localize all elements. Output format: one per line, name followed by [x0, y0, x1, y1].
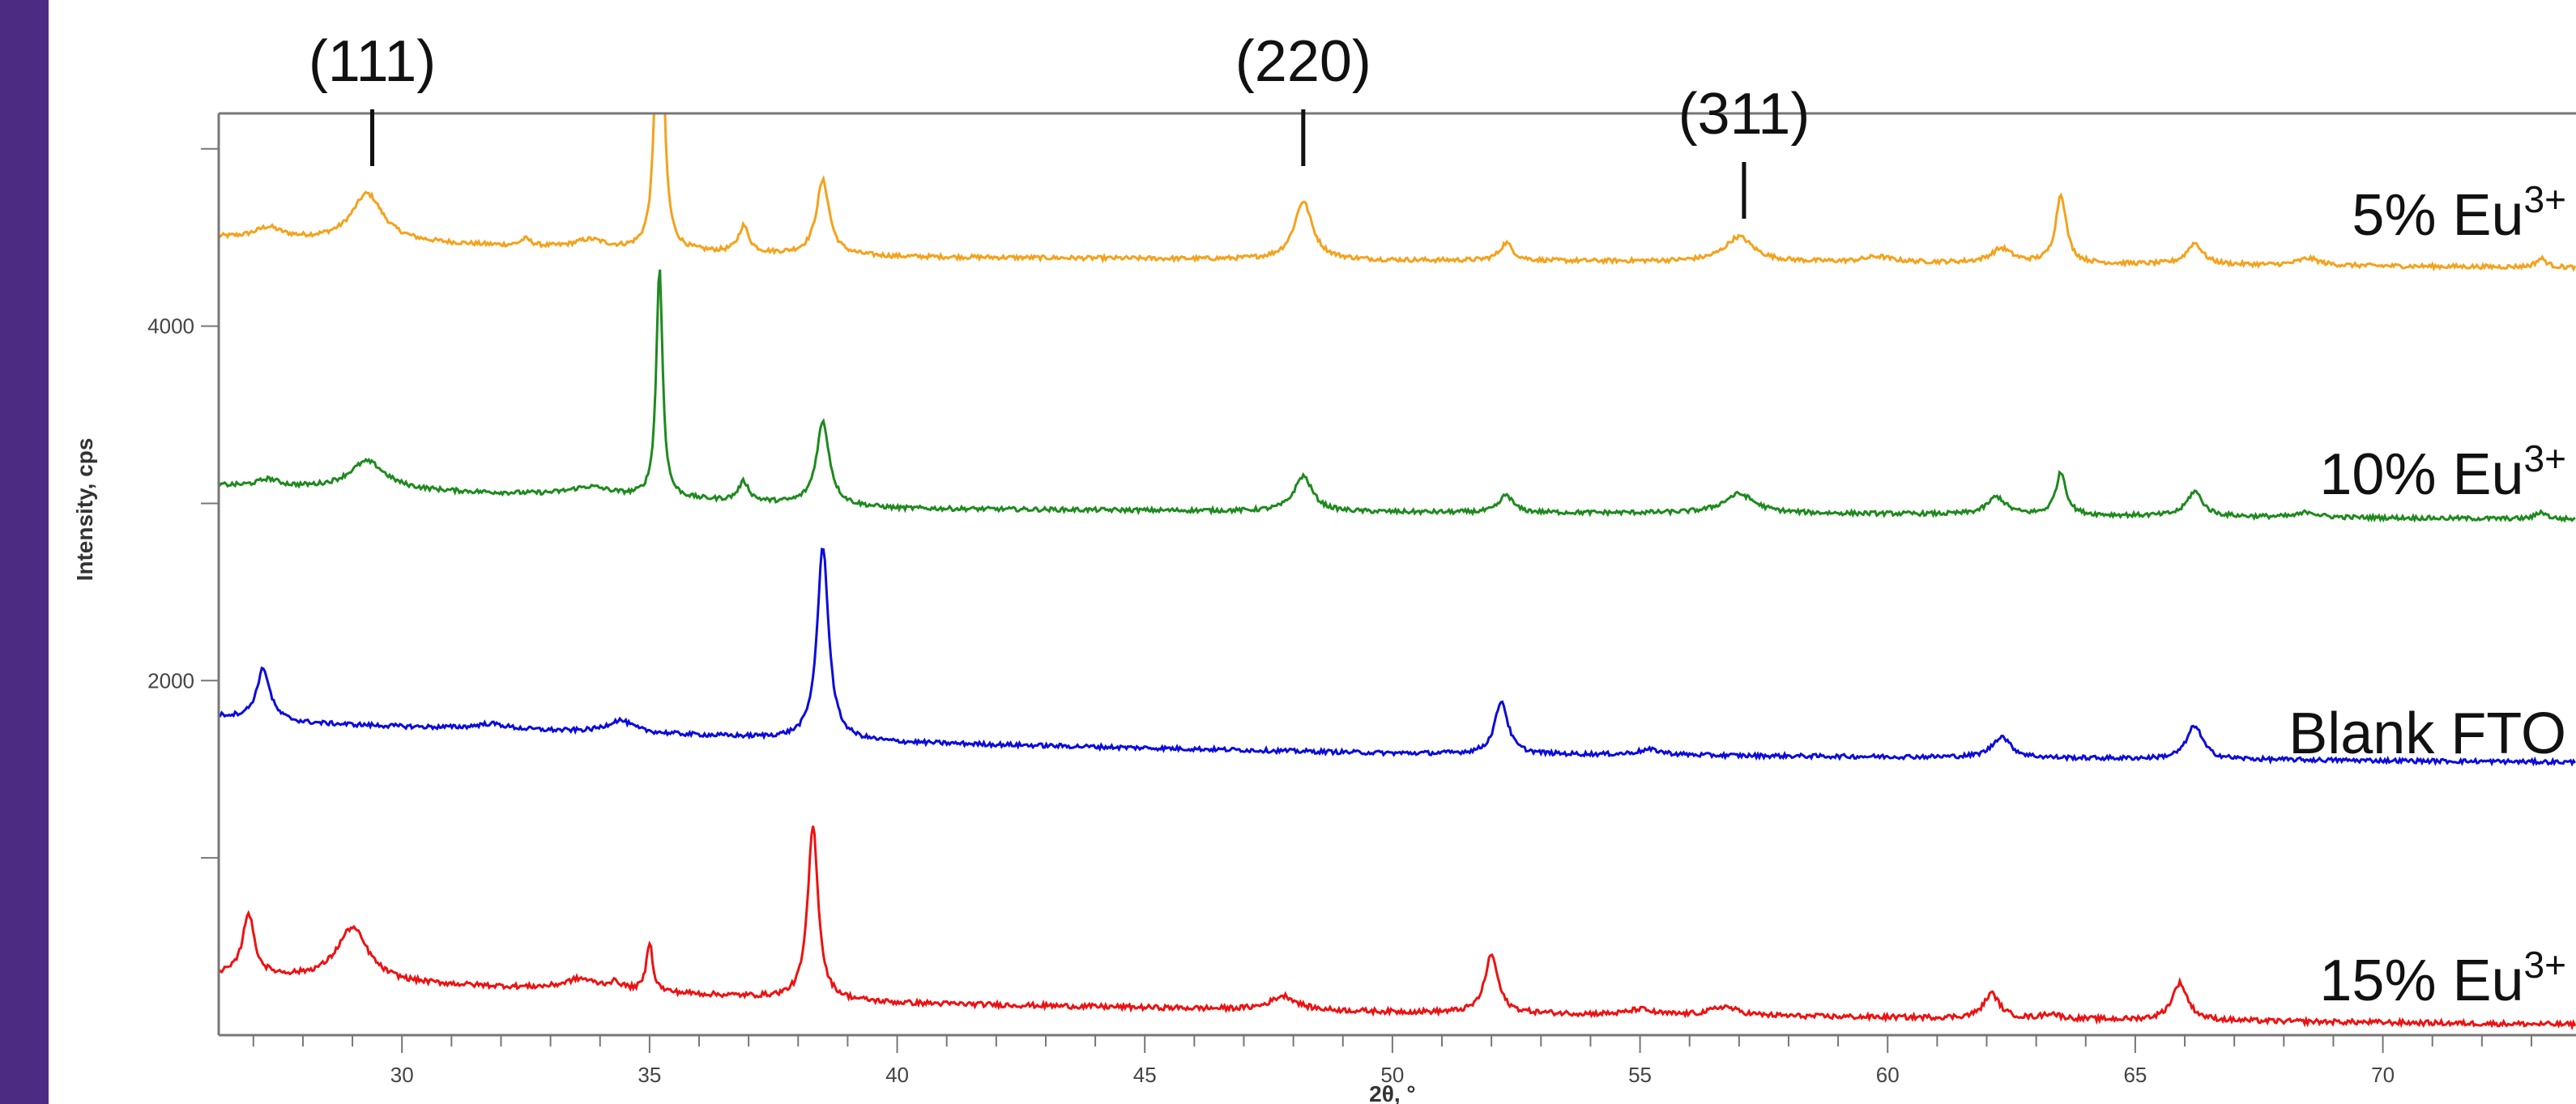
- series-line-2: [219, 548, 2576, 767]
- series-label-superscript: 3+: [2524, 178, 2566, 220]
- series-label-superscript: 3+: [2524, 944, 2566, 986]
- series-line-0: [219, 113, 2576, 273]
- series-label-text: 5% Eu: [2352, 183, 2523, 248]
- x-tick-label: 30: [390, 1063, 414, 1087]
- series-label-superscript: 3+: [2524, 437, 2566, 480]
- y-axis-title: Intensity, cps: [72, 438, 97, 582]
- peak-annotations: (111) (220) (311): [309, 29, 1810, 219]
- peak-label: (111): [309, 29, 436, 94]
- series-layer: [219, 113, 2576, 1031]
- series-line-1: [219, 269, 2576, 523]
- series-line-3: [219, 825, 2576, 1031]
- axes-layer: [217, 112, 2576, 1037]
- x-tick-label: 40: [885, 1063, 909, 1087]
- ticks-layer: 30 35 40 45 50 55 60 65 70 4000 2000: [147, 147, 2532, 1087]
- series-label-text: Blank FTO: [2288, 701, 2566, 766]
- y-tick-label: 4000: [147, 314, 194, 339]
- series-label: 15% Eu3+: [2319, 944, 2566, 1013]
- series-label: 10% Eu3+: [2319, 437, 2566, 507]
- x-axis-title: 2θ, °: [1369, 1081, 1415, 1104]
- x-tick-label: 60: [1876, 1063, 1900, 1087]
- x-tick-label: 70: [2371, 1063, 2395, 1087]
- x-tick-label: 55: [1628, 1063, 1652, 1087]
- series-label: 5% Eu3+: [2352, 178, 2566, 248]
- slide-accent-bar: [0, 0, 49, 1104]
- x-tick-label: 45: [1133, 1063, 1157, 1087]
- series-label-text: 10% Eu: [2319, 442, 2523, 507]
- peak-label: (220): [1235, 29, 1371, 94]
- series-label: Blank FTO: [2288, 701, 2566, 766]
- x-tick-label: 35: [638, 1063, 661, 1087]
- x-tick-label: 50: [1380, 1063, 1404, 1087]
- y-tick-label: 2000: [147, 668, 194, 693]
- series-label-text: 15% Eu: [2319, 948, 2523, 1013]
- x-tick-label: 65: [2123, 1063, 2147, 1087]
- peak-label: (311): [1678, 82, 1810, 147]
